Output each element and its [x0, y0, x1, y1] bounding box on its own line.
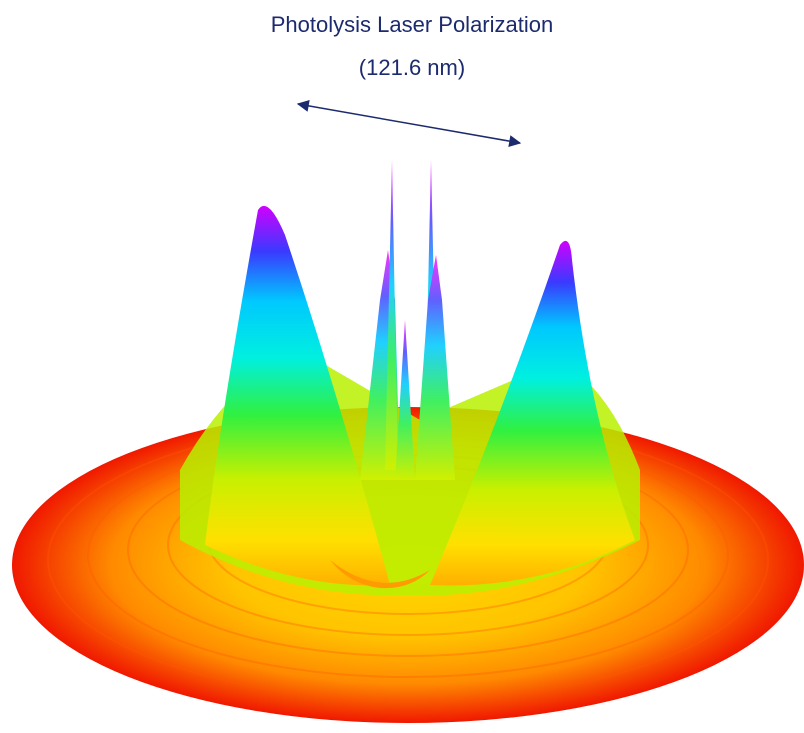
surface [12, 160, 804, 723]
figure: Photolysis Laser Polarization (121.6 nm) [0, 0, 804, 733]
title: Photolysis Laser Polarization [271, 12, 553, 37]
page: {"figure": {"title": "Photolysis Laser P… [0, 0, 804, 733]
polarization-arrow [298, 104, 520, 143]
center-spikes [360, 160, 455, 480]
subtitle: (121.6 nm) [359, 55, 465, 80]
